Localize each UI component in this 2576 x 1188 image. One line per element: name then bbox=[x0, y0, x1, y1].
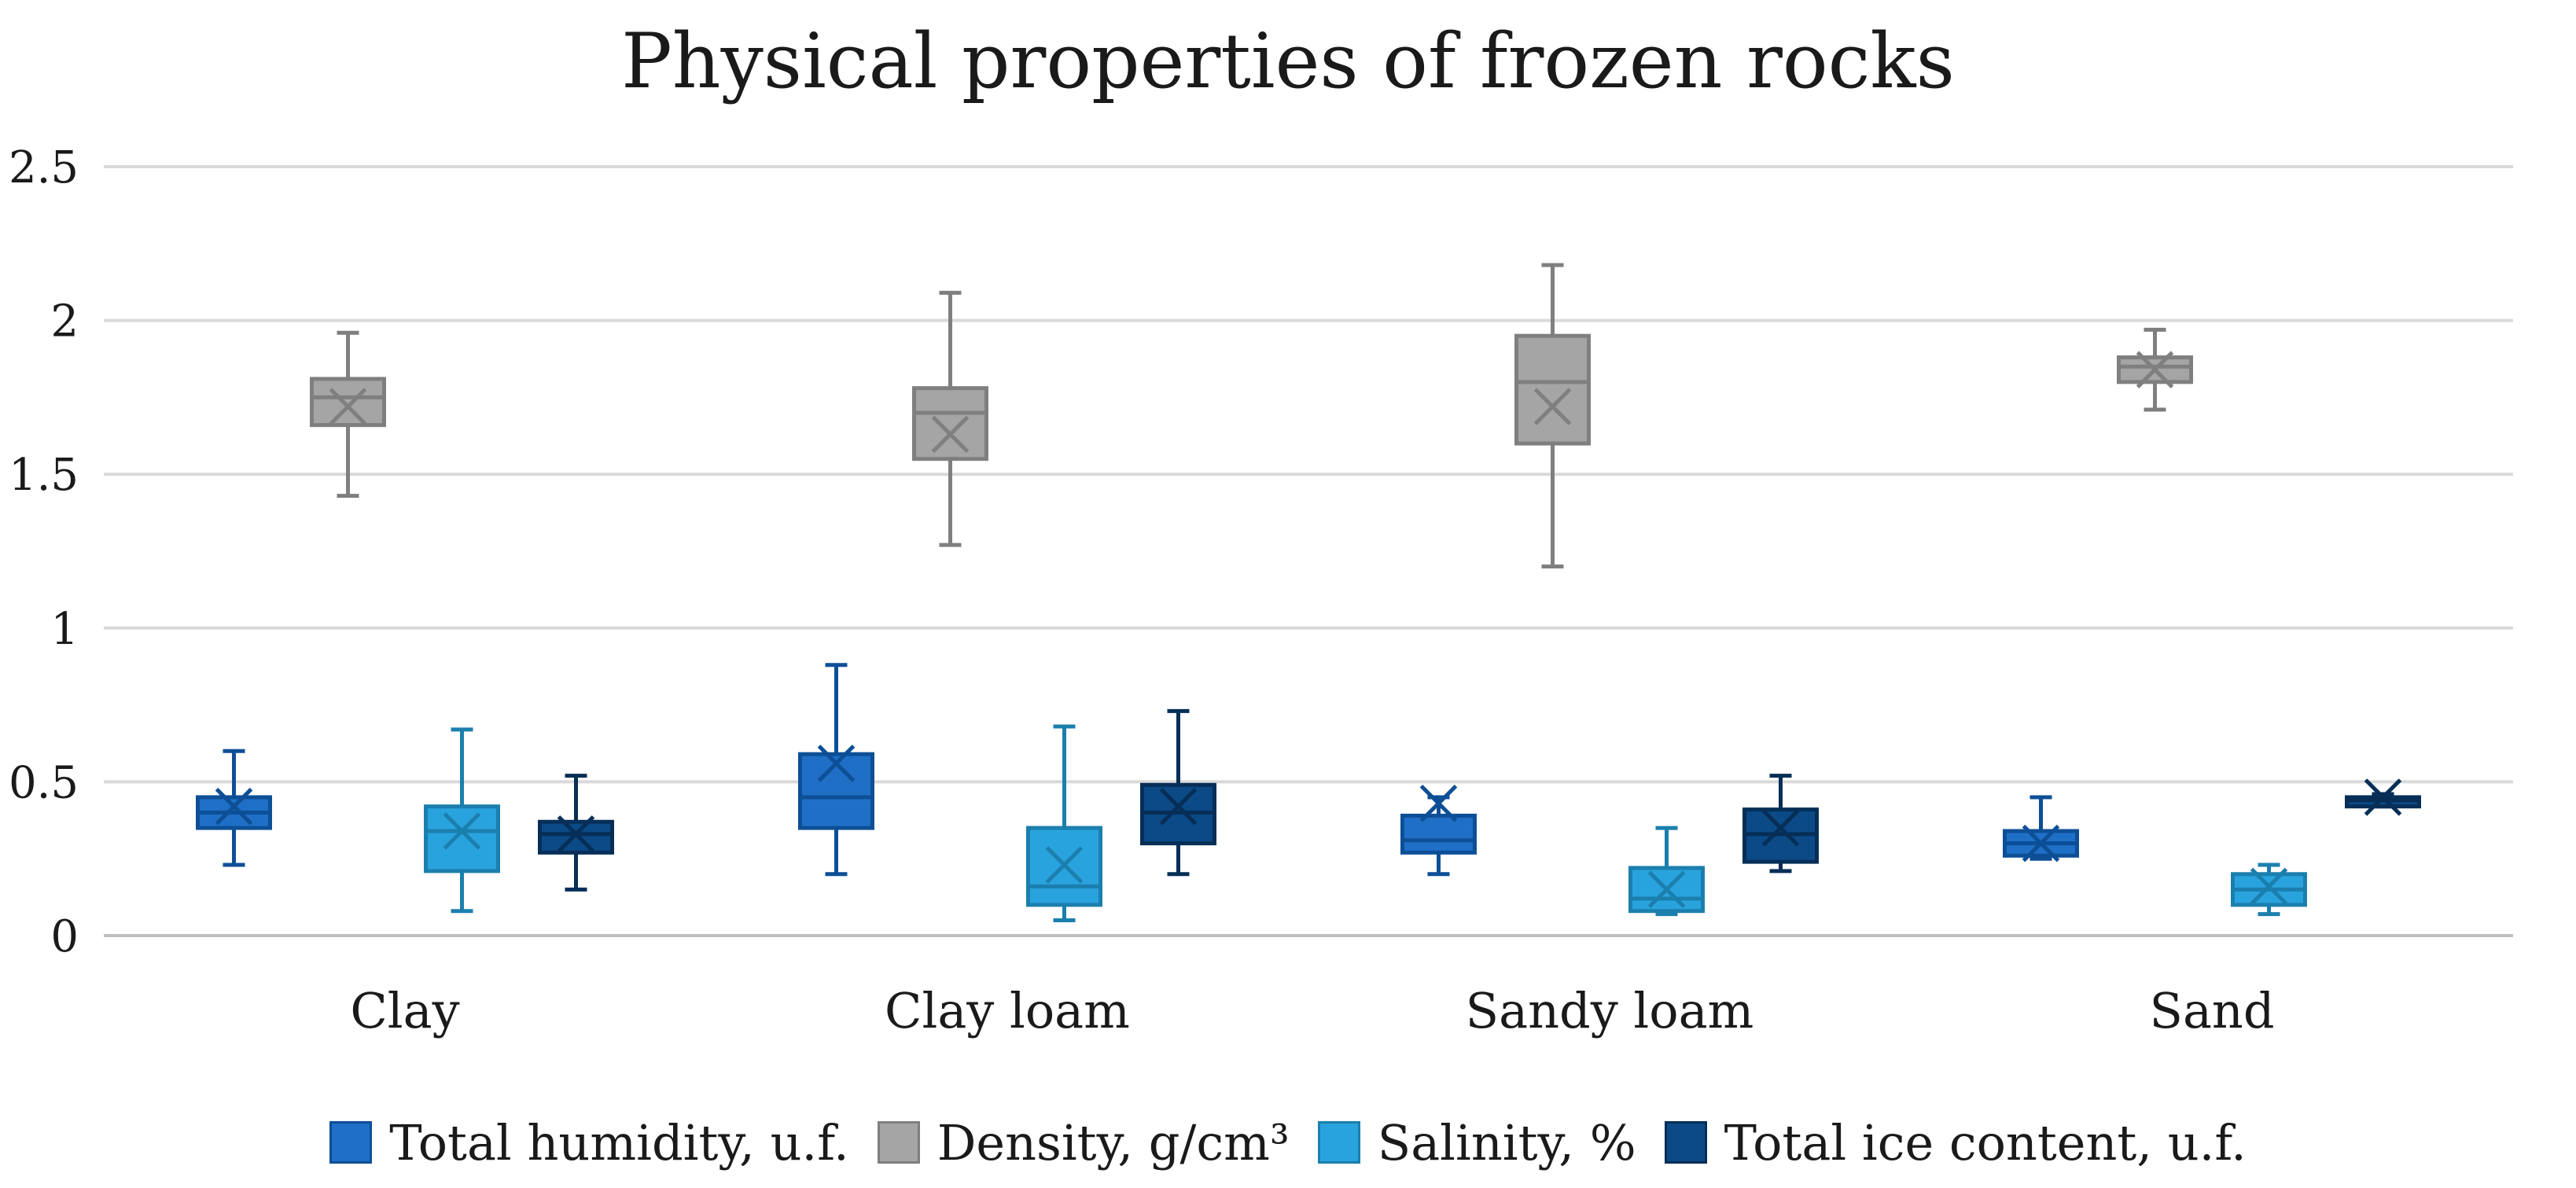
box-total-ice-content-u-f-clay-mean-marker bbox=[557, 815, 595, 853]
box-total-ice-content-u-f-clay-loam-mean-marker bbox=[1159, 787, 1198, 826]
legend-label-total-humidity: Total humidity, u.f. bbox=[389, 1113, 849, 1171]
legend-item-density[interactable]: Density, g/cm³ bbox=[877, 1113, 1290, 1171]
box-salinity-clay-loam-mean-marker bbox=[1045, 846, 1084, 884]
category-label: Sand bbox=[2149, 982, 2274, 1039]
category-label: Sandy loam bbox=[1466, 982, 1754, 1039]
box-density-g-cm-sand bbox=[2117, 355, 2193, 384]
box-total-humidity-u-f-clay-loam-mean-marker bbox=[817, 745, 856, 782]
box-total-humidity-u-f-sandy-loam-mean-marker bbox=[1419, 785, 1458, 822]
category-label: Clay loam bbox=[885, 982, 1130, 1039]
box-salinity-sandy-loam bbox=[1628, 866, 1705, 914]
legend-swatch-salinity bbox=[1317, 1121, 1360, 1164]
box-total-humidity-u-f-sandy-loam bbox=[1400, 813, 1477, 855]
box-salinity-sand-mean-marker bbox=[2250, 867, 2288, 906]
legend: Total humidity, u.f. Density, g/cm³ Sali… bbox=[0, 1107, 2576, 1178]
y-tick-label: 2.5 bbox=[9, 142, 79, 193]
y-tick-label: 2 bbox=[50, 296, 79, 348]
box-density-g-cm-clay bbox=[310, 377, 386, 428]
legend-swatch-total-humidity bbox=[329, 1121, 373, 1164]
y-tick-label: 1 bbox=[50, 604, 79, 655]
box-total-humidity-u-f-clay-loam bbox=[798, 752, 874, 830]
y-tick-label: 0.5 bbox=[9, 757, 79, 808]
box-density-g-cm-sand-mean-marker bbox=[2136, 351, 2174, 388]
box-total-ice-content-u-f-sand-mean-marker bbox=[2364, 778, 2402, 816]
chart-plot: 0 0.5 1 1.5 2 2.5 Clay Clay loam Sandy loam Sand bbox=[9, 142, 2513, 1039]
category-label: Clay bbox=[350, 982, 459, 1039]
chart-title: Physical properties of frozen rocks bbox=[621, 17, 1955, 105]
box-salinity-clay bbox=[424, 804, 500, 874]
box-total-ice-content-u-f-clay bbox=[538, 819, 614, 855]
legend-item-total-humidity[interactable]: Total humidity, u.f. bbox=[329, 1114, 849, 1171]
box-total-humidity-u-f-sand-mean-marker bbox=[2022, 824, 2060, 862]
legend-label-salinity: Salinity, % bbox=[1377, 1113, 1636, 1171]
legend-swatch-density bbox=[877, 1121, 920, 1164]
box-total-humidity-u-f-clay-mean-marker bbox=[215, 787, 253, 826]
box-density-g-cm-clay-loam-mean-marker bbox=[931, 415, 970, 454]
legend-label-density: Density, g/cm³ bbox=[937, 1113, 1290, 1171]
legend-item-salinity[interactable]: Salinity, % bbox=[1317, 1113, 1636, 1171]
box-density-g-cm-clay-loam bbox=[912, 386, 988, 462]
box-density-g-cm-clay-mean-marker bbox=[329, 388, 367, 425]
y-tick-label: 0 bbox=[50, 911, 79, 962]
y-tick-label: 1.5 bbox=[9, 450, 79, 501]
box-salinity-sandy-loam-mean-marker bbox=[1647, 870, 1686, 909]
legend-label-total-ice-content: Total ice content, u.f. bbox=[1724, 1113, 2247, 1171]
box-total-ice-content-u-f-sandy-loam-mean-marker bbox=[1761, 809, 1800, 847]
box-density-g-cm-sandy-loam bbox=[1514, 333, 1591, 446]
box-density-g-cm-sandy-loam-mean-marker bbox=[1533, 388, 1572, 425]
legend-swatch-total-ice-content bbox=[1664, 1121, 1707, 1164]
box-salinity-clay-mean-marker bbox=[443, 812, 481, 850]
legend-item-total-ice-content[interactable]: Total ice content, u.f. bbox=[1664, 1113, 2247, 1171]
